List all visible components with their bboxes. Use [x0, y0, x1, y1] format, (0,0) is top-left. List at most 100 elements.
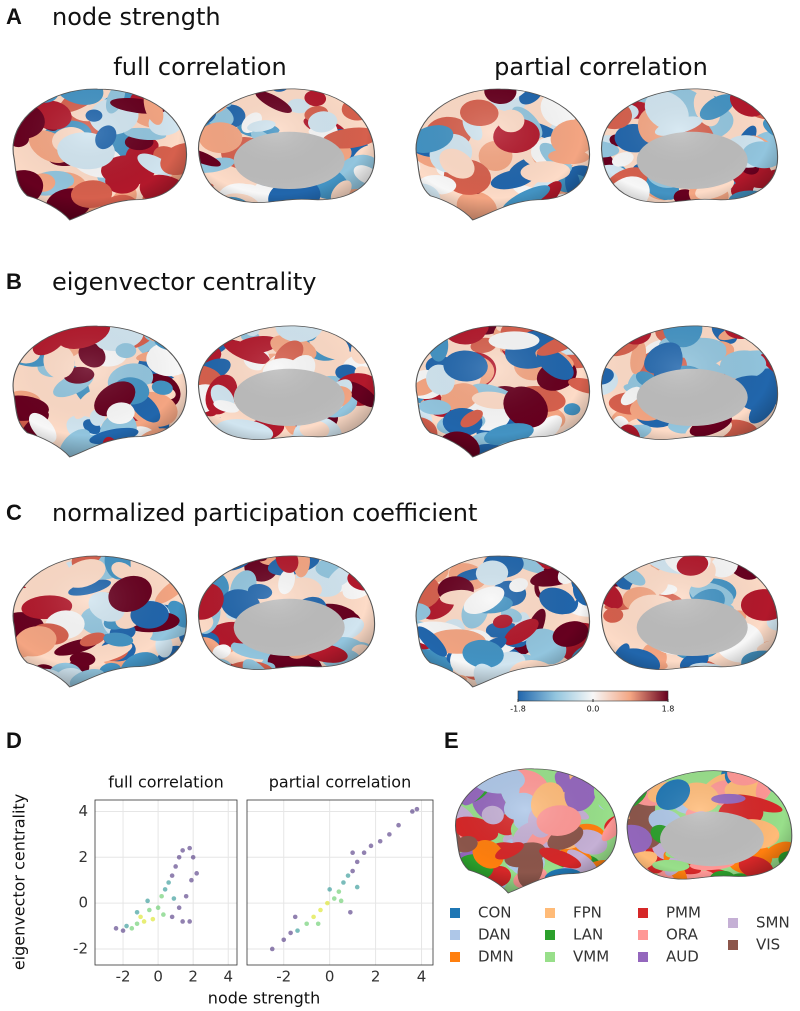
brain-region — [545, 669, 567, 687]
brain-edge — [12, 325, 187, 458]
point — [348, 909, 353, 915]
brain-edge — [600, 555, 779, 670]
brain — [12, 555, 187, 688]
legend-swatch — [638, 930, 648, 940]
brain — [12, 325, 187, 458]
point — [187, 919, 192, 924]
colorbar-tick-label: 0.0 — [587, 705, 600, 714]
brain-region — [416, 326, 436, 345]
point — [150, 916, 156, 922]
point — [295, 928, 300, 933]
brain-shade — [455, 768, 617, 893]
colorbar-tick-label: 1.8 — [662, 705, 675, 714]
point — [176, 905, 182, 911]
brain-region — [145, 665, 187, 687]
brain-surface — [198, 325, 375, 467]
brain-region — [198, 555, 210, 566]
panel-label: C — [6, 500, 22, 525]
brain-region — [13, 112, 16, 125]
brain — [454, 768, 618, 894]
brain — [600, 555, 779, 670]
brain-region — [13, 201, 48, 217]
brain-region — [158, 89, 187, 103]
brain-region — [174, 89, 187, 107]
column-header: full correlation — [113, 53, 286, 81]
point — [281, 937, 287, 943]
brain-region — [198, 658, 225, 670]
brain-region — [300, 437, 321, 440]
legend-label: AUD — [666, 948, 699, 966]
brain — [626, 770, 793, 905]
legend-swatch — [450, 952, 460, 962]
x-tick-label: 2 — [371, 968, 381, 986]
panel-border — [94, 799, 238, 966]
legend-swatch — [638, 952, 648, 962]
brain-region — [13, 200, 18, 219]
point — [377, 838, 383, 844]
brain-edge — [197, 325, 376, 440]
brain-region — [575, 870, 598, 893]
brain-region — [13, 96, 22, 110]
point — [134, 921, 140, 927]
legend-label: SMN — [756, 914, 790, 932]
point — [304, 921, 310, 927]
point — [161, 912, 166, 917]
brain-surface — [198, 88, 375, 203]
panel-title: eigenvector centrality — [52, 268, 317, 296]
point — [311, 914, 316, 920]
brain-region — [416, 326, 441, 337]
brain-surface — [601, 88, 778, 203]
point — [336, 889, 342, 894]
brain-region — [355, 88, 375, 101]
brain-surface — [13, 89, 187, 220]
brain-region — [760, 325, 778, 341]
brain-region — [630, 878, 660, 905]
point — [138, 914, 143, 920]
point — [410, 809, 415, 814]
brain-edge — [197, 555, 376, 670]
y-tick-label: -2 — [73, 939, 88, 957]
brain-shade — [198, 555, 375, 670]
brain-region — [578, 874, 614, 893]
brain-region — [601, 555, 617, 566]
point — [194, 871, 199, 876]
brain-surface — [13, 556, 187, 687]
brain-region — [416, 89, 436, 108]
brain — [197, 325, 376, 467]
point — [318, 907, 323, 913]
brain-shade — [627, 770, 792, 880]
brain-region — [198, 555, 215, 579]
brain-region — [625, 325, 645, 332]
brain-region — [363, 88, 375, 97]
panel-label: B — [6, 269, 22, 294]
brain-region — [358, 88, 375, 101]
brain-shade — [13, 89, 187, 220]
brain-region — [737, 88, 778, 104]
legend-label: FPN — [573, 904, 602, 922]
brain-region — [702, 877, 742, 894]
point — [387, 832, 392, 837]
brain-region — [416, 89, 432, 116]
brain-edge — [12, 88, 187, 221]
x-tick-label: 0 — [153, 968, 163, 986]
brain-region — [198, 426, 211, 440]
brain-region — [149, 673, 187, 687]
brain-edge — [197, 88, 376, 203]
brain-region — [225, 436, 271, 467]
brain-shade — [601, 325, 778, 440]
point — [169, 914, 175, 920]
brain-region — [198, 654, 215, 670]
legend-label: LAN — [573, 926, 603, 944]
brain-shade — [13, 556, 187, 687]
point — [354, 884, 360, 890]
point — [180, 919, 185, 924]
legend-label: DAN — [478, 926, 511, 944]
brain-surface — [455, 768, 617, 893]
point — [162, 887, 168, 892]
brain-region — [355, 325, 375, 337]
point — [269, 946, 275, 952]
brain-region — [557, 432, 590, 457]
brain-surface — [13, 326, 187, 457]
point — [331, 896, 337, 901]
legend-label: ORA — [666, 926, 699, 944]
